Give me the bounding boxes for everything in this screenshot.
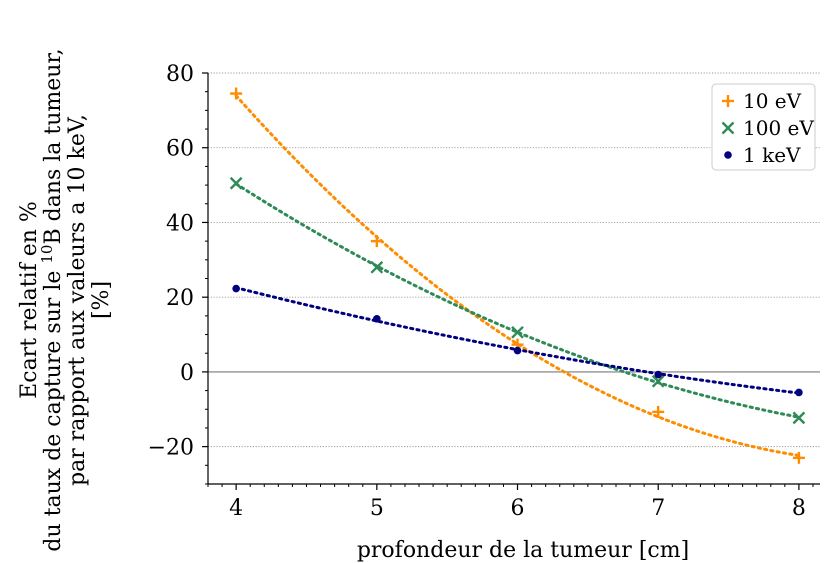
series-1-point-2 (511, 325, 524, 339)
series-1-point-3-b (651, 374, 665, 388)
y-axis-label-isotope-symbol: B (41, 228, 66, 244)
y-axis-label-line-2-suffix: dans la tumeur, (41, 48, 66, 228)
legend: 10 eV 100 eV 1 keV (711, 83, 816, 171)
series-2-point-0 (232, 284, 240, 293)
y-tick-label-1: 0 (180, 361, 194, 386)
y-axis-label-line-2-prefix: du taux de capture sur le (41, 264, 66, 552)
legend-frame (711, 83, 816, 171)
series-2 (232, 284, 803, 397)
legend-marker-2 (724, 151, 732, 159)
x-tick-label-3: 7 (651, 496, 665, 521)
x-tick-label-1: 5 (370, 496, 384, 521)
legend-marker-0 (722, 95, 734, 107)
y-tick-label-3: 40 (166, 211, 194, 236)
series-2-point-4 (795, 388, 803, 397)
series-1-point-4-b (792, 411, 806, 425)
y-axis-label-line-4: [%] (89, 281, 114, 319)
series-0-point-1 (370, 235, 383, 248)
y-tick-label-4: 60 (166, 137, 194, 162)
series-1 (229, 176, 806, 425)
x-tick-label-0: 4 (229, 496, 243, 521)
series-0-point-4 (792, 451, 805, 464)
legend-label-2: 1 keV (743, 143, 801, 167)
series-2-point-2 (513, 346, 522, 355)
series-1-point-1 (370, 260, 384, 274)
series-1-point-0 (229, 176, 243, 190)
series-0-point-3 (652, 405, 665, 418)
x-tick-label-4: 8 (792, 496, 806, 521)
y-tick-label-5: 80 (166, 62, 194, 87)
series-2-point-3 (654, 370, 663, 379)
series-1-point-1-b (370, 260, 384, 274)
series-1-point-3 (651, 374, 665, 388)
x-axis-label: profondeur de la tumeur [cm] (357, 538, 689, 563)
series-0-point-0 (230, 87, 243, 100)
series-1-point-4 (792, 411, 806, 425)
legend-marker-1-b (721, 121, 735, 135)
y-axis-label-line-3: par rapport aux valeurs a 10 keV, (65, 114, 90, 486)
y-axis-label-isotope-mass: 10 (38, 245, 56, 264)
x-tick-label-2: 6 (511, 496, 525, 521)
legend-marker-1 (721, 121, 735, 135)
ticks: −20 0 20 40 60 80 4 5 6 7 8 (148, 62, 814, 521)
series-1-point-2-b (511, 325, 524, 339)
legend-label-1: 100 eV (743, 116, 814, 140)
series-1-point-0-b (229, 176, 243, 190)
y-axis-label-line-2: du taux de capture sur le 10B dans la tu… (38, 48, 66, 551)
y-tick-label-0: −20 (148, 436, 194, 461)
y-axis-label: Ecart relatif en % du taux de capture su… (17, 48, 114, 551)
y-axis-label-line-1: Ecart relatif en % (17, 201, 42, 399)
series-2-point-1 (373, 315, 381, 323)
legend-label-0: 10 eV (743, 89, 802, 113)
y-tick-label-2: 20 (166, 286, 194, 311)
series-group (229, 87, 806, 464)
